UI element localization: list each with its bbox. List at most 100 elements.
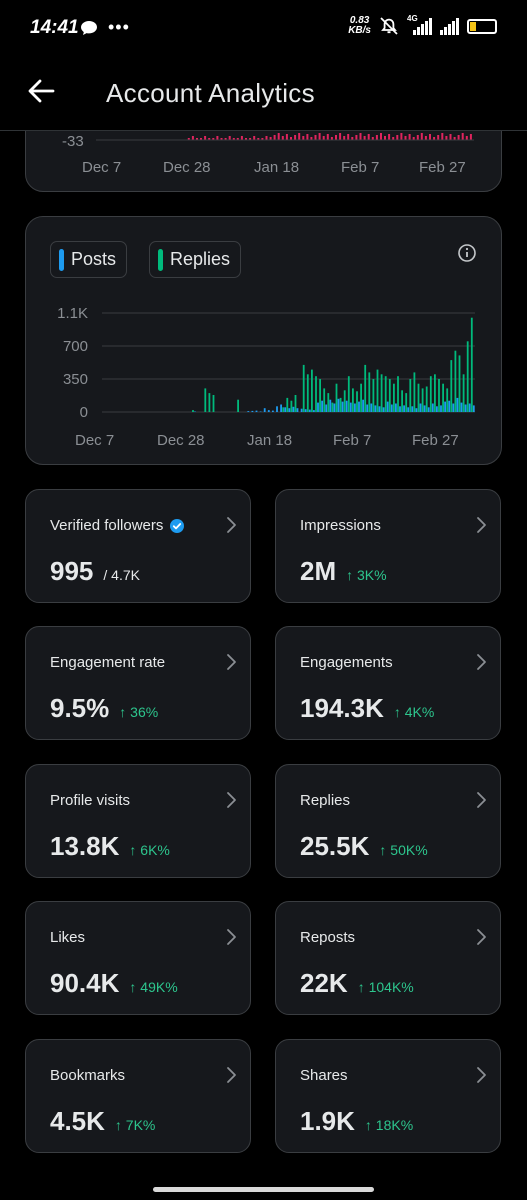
replies-bar [454,350,457,412]
replies-bar [413,372,416,412]
posts-bar [444,401,446,412]
sentiment-bar [281,136,284,140]
posts-replies-chart-card: Posts Replies 1.1K 700 350 0 Dec 7 Dec 28 Jan … [25,216,502,465]
replies-bar [360,383,362,412]
x-tick-label: Feb 27 [412,432,459,449]
posts-bar [427,407,430,412]
posts-bar [296,408,299,412]
replies-bar [356,391,358,412]
y-tick-label: -33 [62,133,84,150]
info-icon[interactable] [457,243,477,263]
sentiment-bar [408,134,411,140]
stat-change: ↑ 104K% [357,979,414,995]
y-tick-label: 0 [80,404,88,421]
sentiment-bar [285,134,288,140]
posts-bar [341,401,344,412]
replies-bar [434,374,436,412]
replies-bar [388,379,391,412]
sentiment-bar [420,133,423,140]
posts-bar [358,401,360,412]
app-header: Account Analytics [0,58,527,131]
sentiment-bar [347,134,350,140]
replies-bar [372,379,375,412]
posts-bar [452,403,455,412]
stat-card-bookmarks[interactable]: Bookmarks 4.5K ↑ 7K% [25,1039,251,1153]
sentiment-bar [437,135,440,140]
stat-label: Bookmarks [50,1067,125,1084]
more-notifications-icon: ••• [108,17,130,37]
replies-bar [311,369,313,412]
posts-bar [325,404,328,412]
replies-bar [315,376,317,412]
posts-bar [333,403,336,412]
sentiment-bar [449,134,452,140]
sentiment-bar [445,136,448,140]
back-arrow-icon[interactable] [26,76,56,106]
stat-card-shares[interactable]: Shares 1.9K ↑ 18K% [275,1039,501,1153]
stat-card-profile-visits[interactable]: Profile visits 13.8K ↑ 6K% [25,764,251,878]
posts-bar [255,410,258,412]
stat-label-text: Replies [300,792,351,809]
home-indicator[interactable] [153,1187,374,1192]
posts-bar [382,407,385,412]
sentiment-bar [204,136,207,140]
sentiment-bar [465,136,468,140]
x-tick-label: Jan 18 [254,159,299,176]
stat-label-text: Verified followers [50,517,164,534]
chevron-right-icon [477,929,486,945]
stat-card-likes[interactable]: Likes 90.4K ↑ 49K% [25,901,251,1015]
chevron-right-icon [477,517,486,533]
sentiment-bar [220,138,223,140]
replies-bar [466,341,469,412]
sentiment-bar [400,133,403,140]
posts-bar [272,410,274,412]
stat-card-engagement-rate[interactable]: Engagement rate 9.5% ↑ 36% [25,626,251,740]
replies-bar [204,388,207,412]
x-tick-label: Dec 28 [163,159,211,176]
stat-card-verified-followers[interactable]: Verified followers 995 / 4.7K [25,489,251,603]
chevron-right-icon [227,517,236,533]
sentiment-bar [216,136,219,140]
posts-bar [366,404,369,412]
sentiment-bar [191,136,194,140]
stat-card-reposts[interactable]: Reposts 22K ↑ 104K% [275,901,501,1015]
sentiment-bar [429,134,431,140]
stat-card-engagements[interactable]: Engagements 194.3K ↑ 4K% [275,626,501,740]
chevron-right-icon [227,929,236,945]
replies-bar [470,317,473,412]
posts-bar [403,405,405,412]
posts-bar [464,404,467,412]
legend-posts[interactable]: Posts [50,241,128,278]
replies-bar [208,393,211,412]
x-tick-label: Feb 7 [341,159,379,176]
x-tick-label: Feb 7 [333,432,371,449]
posts-bar [448,400,451,412]
chevron-right-icon [477,792,486,808]
sentiment-bar [273,135,276,140]
replies-bar [302,364,305,412]
replies-bar [237,399,239,412]
stat-label: Engagement rate [50,654,165,671]
posts-swatch [59,248,64,271]
sentiment-bar [232,138,235,140]
stat-card-replies[interactable]: Replies 25.5K ↑ 50K% [275,764,501,878]
replies-bar [192,410,194,412]
legend-replies[interactable]: Replies [149,241,242,278]
stat-change: ↑ 36% [119,704,159,720]
sentiment-bar [269,137,272,140]
replies-bar [364,364,367,412]
posts-bar [419,403,422,412]
stat-card-impressions[interactable]: Impressions 2M ↑ 3K% [275,489,501,603]
sentiment-bar [318,133,321,140]
posts-bar [313,410,315,412]
stat-label: Reposts [300,929,355,946]
stat-value: 194.3K [300,693,384,723]
posts-bar [284,407,287,412]
stat-value: 2M [300,556,337,586]
posts-bar [259,411,262,412]
sentiment-bar [330,137,333,140]
replies-bar [425,386,428,412]
stat-label: Impressions [300,517,381,534]
chat-bubble-icon [81,20,97,35]
sentiment-bar [245,138,247,140]
